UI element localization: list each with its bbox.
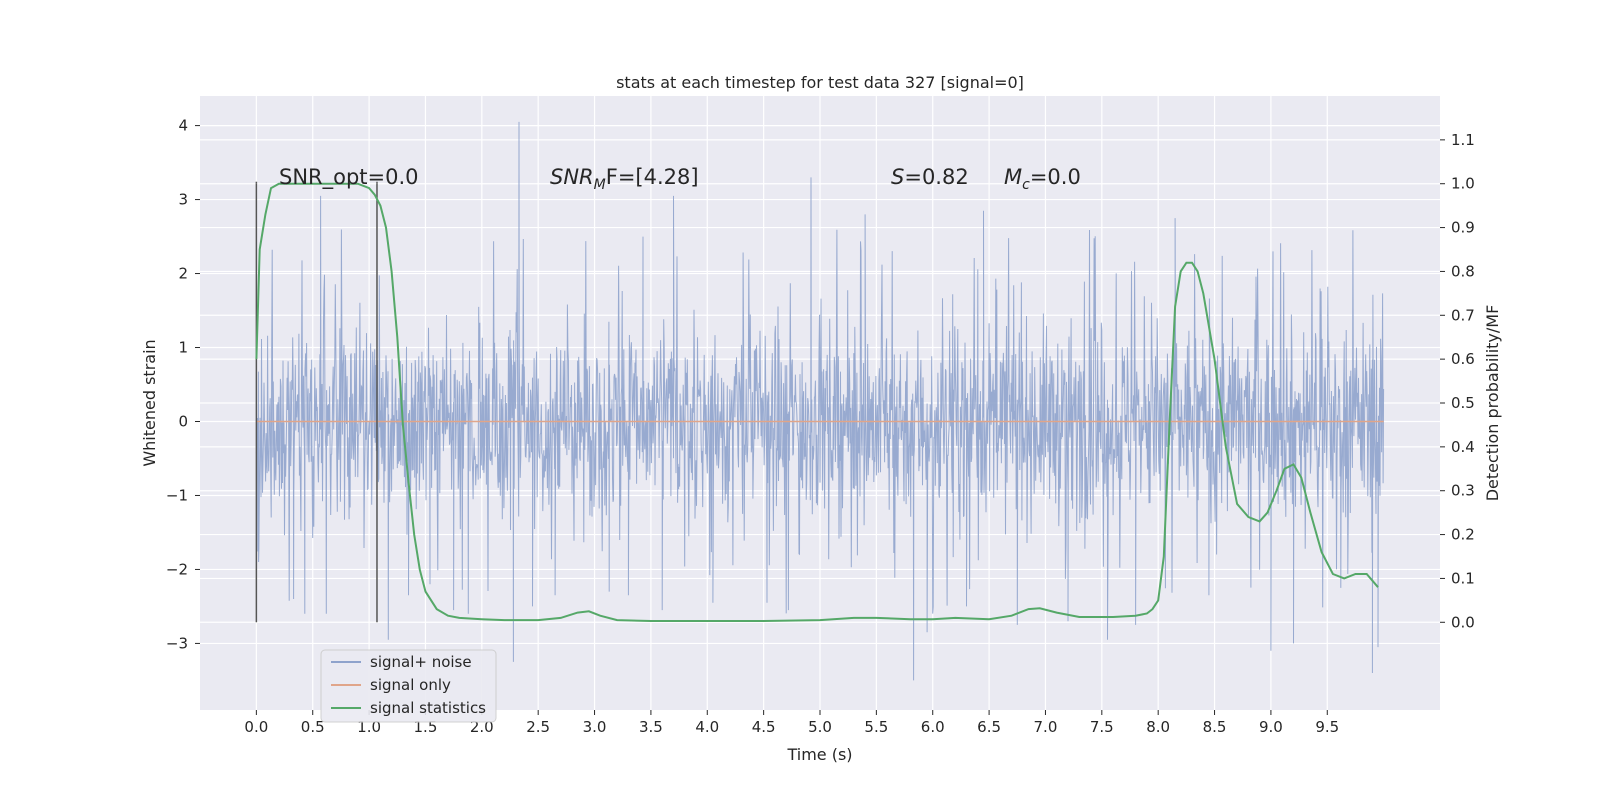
statistics-line: [255, 182, 1379, 622]
y2-tick-label: 0.4: [1451, 438, 1475, 456]
x-tick-label: 7.5: [1090, 718, 1114, 736]
mc-subscript: c: [1022, 177, 1030, 193]
tick-labels: 0.0 0.5 1.0 1.5 2.0 2.5 3.0 3.5 4.0 4.5 5.0 5.5 6.0 6…: [166, 117, 1475, 736]
x-tick-label: 5.0: [808, 718, 832, 736]
y2-tick-label: 0.1: [1451, 569, 1475, 587]
x-axis-label: Time (s): [786, 745, 852, 764]
snr-mf-base: SNR: [550, 165, 594, 189]
x-tick-label: 0.0: [244, 718, 268, 736]
x-tick-label: 5.5: [864, 718, 888, 736]
window-markers: [255, 181, 378, 623]
legend-label-noise: signal+ noise: [370, 653, 472, 671]
x-tick-label: 6.0: [921, 718, 945, 736]
legend: signal+ noise signal only signal statist…: [320, 649, 497, 723]
y-tick-label: 3: [178, 191, 188, 209]
x-tick-label: 9.0: [1259, 718, 1283, 736]
snr-mf-rest: F=[4.28]: [606, 165, 699, 189]
y-tick-label: −1: [166, 486, 188, 504]
y-tick-label: −3: [166, 634, 188, 652]
x-tick-label: 4.5: [752, 718, 776, 736]
legend-label-statistics: signal statistics: [370, 699, 486, 717]
snr-mf-annotation: SNRMF=[4.28]: [550, 165, 699, 193]
y2-tick-label: 1.0: [1451, 175, 1475, 193]
s-annotation: S=0.82: [891, 165, 969, 189]
y2-tick-label: 0.5: [1451, 394, 1475, 412]
y2-tick-label: 0.2: [1451, 526, 1475, 544]
y2-tick-label: 0.3: [1451, 482, 1475, 500]
s-value: =0.82: [904, 165, 968, 189]
x-tick-label: 2.5: [526, 718, 550, 736]
chart-title: stats at each timestep for test data 327…: [616, 73, 1024, 92]
y2-axis-label: Detection probability/MF: [1483, 305, 1502, 502]
y-tick-label: −2: [166, 560, 188, 578]
y2-tick-label: 1.1: [1451, 131, 1475, 149]
x-tick-label: 3.0: [583, 718, 607, 736]
x-tick-label: 0.5: [301, 718, 325, 736]
snr-opt-annotation: SNR_opt=0.0: [279, 165, 419, 190]
y2-tick-label: 0.0: [1451, 613, 1475, 631]
x-tick-label: 8.5: [1203, 718, 1227, 736]
y2-tick-label: 0.8: [1451, 262, 1475, 280]
mc-annotation: Mc=0.0: [1004, 165, 1081, 193]
x-tick-label: 7.0: [1034, 718, 1058, 736]
signal-statistics-series: [255, 182, 1379, 622]
x-tick-label: 8.0: [1146, 718, 1170, 736]
x-tick-label: 4.0: [695, 718, 719, 736]
x-tick-label: 9.5: [1315, 718, 1339, 736]
y2-tick-label: 0.9: [1451, 219, 1475, 237]
y-tick-label: 1: [178, 339, 188, 357]
y-tick-label: 4: [178, 117, 188, 135]
mc-variable: M: [1004, 165, 1022, 189]
x-tick-label: 6.5: [977, 718, 1001, 736]
noise-line: [255, 121, 1385, 681]
mc-value: =0.0: [1030, 165, 1081, 189]
y-tick-label: 0: [178, 412, 188, 430]
x-tick-label: 3.5: [639, 718, 663, 736]
legend-box: [320, 649, 497, 723]
snr-mf-subscript: M: [594, 177, 606, 193]
noise-series: [255, 121, 1385, 681]
legend-label-signal: signal only: [370, 676, 451, 694]
y2-tick-label: 0.6: [1451, 350, 1475, 368]
y2-tick-label: 0.7: [1451, 306, 1475, 324]
y-axis-label: Whitened strain: [140, 339, 159, 466]
y-tick-label: 2: [178, 265, 188, 283]
s-variable: S: [891, 165, 904, 189]
